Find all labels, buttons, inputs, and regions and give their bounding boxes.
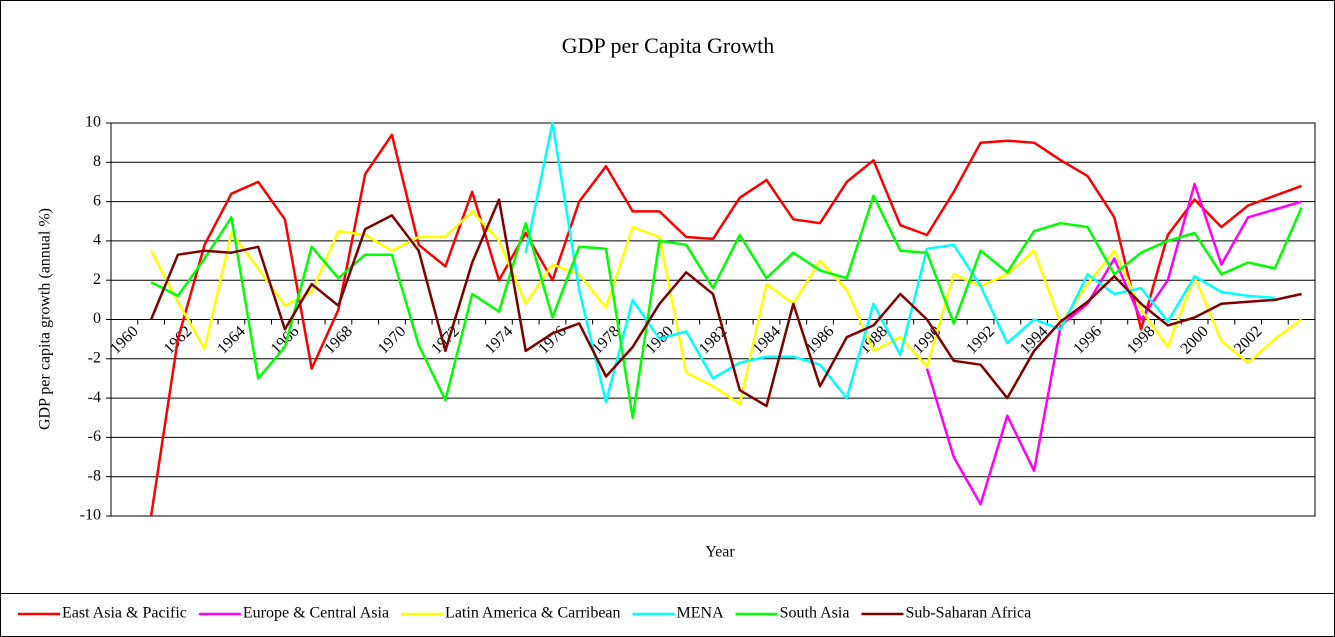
legend-label: Europe & Central Asia (243, 605, 389, 622)
y-tick-label: 2 (93, 271, 101, 288)
series-line (150, 194, 1303, 420)
y-tick-label: -6 (88, 428, 101, 445)
series-line (149, 198, 1302, 408)
legend-label: East Asia & Pacific (62, 605, 187, 622)
y-tick-label: 6 (93, 192, 101, 209)
legend-label: Sub-Saharan Africa (905, 605, 1031, 622)
y-axis-label: GDP per capita growth (annual %) (37, 208, 54, 430)
y-tick-label: 0 (93, 310, 101, 327)
y-tick-label: 10 (85, 114, 101, 131)
x-axis-label: Year (705, 544, 735, 561)
y-tick-label: 4 (93, 232, 101, 249)
series-line (524, 121, 1275, 404)
series-line (925, 182, 1302, 506)
y-tick-label: -8 (88, 467, 101, 484)
y-tick-label: 8 (93, 153, 101, 170)
y-tick-label: -4 (88, 389, 101, 406)
chart-title: GDP per Capita Growth (562, 33, 774, 58)
legend-label: Latin America & Carribean (445, 605, 620, 622)
legend-label: MENA (677, 605, 725, 622)
legend-label: South Asia (780, 605, 850, 622)
y-tick-label: -10 (80, 507, 101, 524)
y-tick-label: -2 (88, 349, 101, 366)
series-line (149, 133, 1303, 517)
series-line (149, 210, 1303, 406)
